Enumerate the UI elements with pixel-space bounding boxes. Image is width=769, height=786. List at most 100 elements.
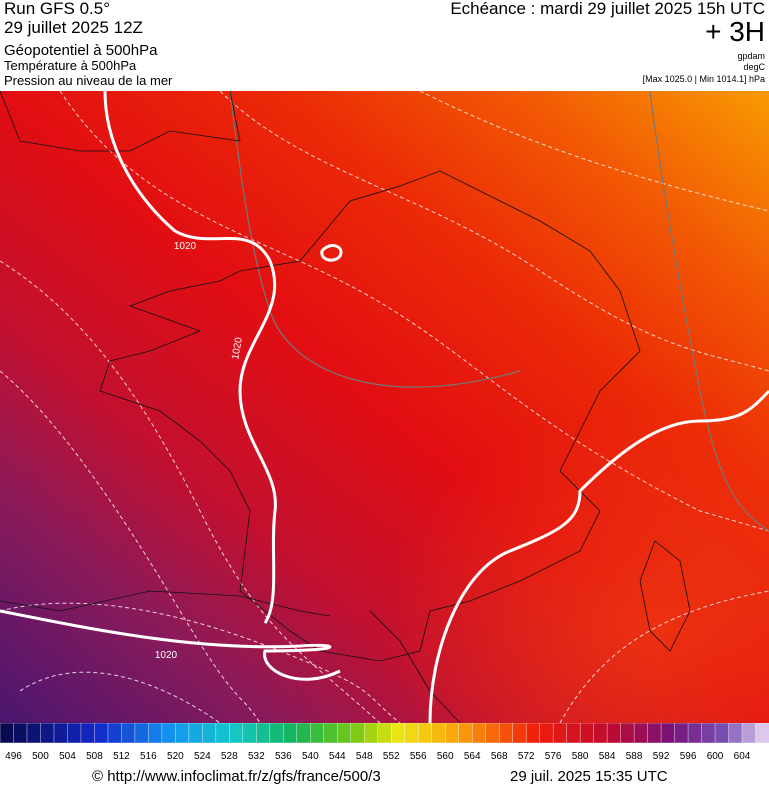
- map: 1020 1020 1020: [0, 91, 769, 723]
- isobars: [0, 91, 769, 723]
- color-swatch: [741, 723, 757, 744]
- color-swatch: [67, 723, 82, 744]
- colorbar-label: 596: [680, 751, 697, 762]
- colorbar-label: 604: [734, 751, 751, 762]
- color-swatch: [13, 723, 28, 744]
- color-swatch: [283, 723, 298, 744]
- lead-time: + 3H: [705, 16, 765, 47]
- color-swatch: [579, 723, 595, 744]
- color-swatch: [566, 723, 581, 744]
- color-swatch: [53, 723, 69, 744]
- color-swatch: [256, 723, 271, 744]
- color-swatch: [26, 723, 42, 744]
- color-swatch: [310, 723, 325, 744]
- colorbar-label: 512: [113, 751, 130, 762]
- color-swatch: [391, 723, 406, 744]
- colorbar-label: 520: [167, 751, 184, 762]
- color-swatch: [80, 723, 96, 744]
- isobar-label: 1020: [174, 241, 197, 252]
- color-swatch: [485, 723, 500, 744]
- colorbar-label: 580: [572, 751, 589, 762]
- color-swatch: [175, 723, 190, 744]
- colorbar-label: 592: [653, 751, 670, 762]
- color-swatch: [121, 723, 136, 744]
- field-name: Température à 500hPa: [4, 58, 137, 73]
- temperature-contours: [0, 91, 769, 723]
- color-swatch: [242, 723, 258, 744]
- colorbar-label: 572: [518, 751, 535, 762]
- coastlines: [0, 91, 691, 723]
- colorbar-label: 528: [221, 751, 238, 762]
- colorbar-label: 524: [194, 751, 211, 762]
- forecast-time: Echéance : mardi 29 juillet 2025 15h UTC: [450, 0, 765, 18]
- color-swatch: [445, 723, 460, 744]
- colorbar-label: 536: [275, 751, 292, 762]
- color-swatch: [350, 723, 365, 744]
- color-swatch: [364, 723, 379, 744]
- colorbar-label: 600: [707, 751, 724, 762]
- timestamp: 29 juil. 2025 15:35 UTC: [510, 768, 668, 785]
- color-swatch: [593, 723, 608, 744]
- field-name: Pression au niveau de la mer: [4, 73, 173, 88]
- color-swatch: [660, 723, 676, 744]
- unit-label: degC: [743, 62, 765, 72]
- color-swatch: [647, 723, 662, 744]
- color-swatch: [337, 723, 352, 744]
- color-swatch: [0, 723, 15, 744]
- colorbar-label: 576: [545, 751, 562, 762]
- color-swatch: [94, 723, 109, 744]
- isobar-grey: [229, 91, 769, 532]
- color-swatch: [215, 723, 231, 744]
- colorbar-label: 560: [437, 751, 454, 762]
- color-swatch: [404, 723, 419, 744]
- color-swatch: [40, 723, 55, 744]
- colorbar-label: 500: [32, 751, 49, 762]
- color-swatch: [674, 723, 689, 744]
- colorbar-label: 564: [464, 751, 481, 762]
- field-name: Géopotentiel à 500hPa: [4, 42, 158, 59]
- isobar-label: 1020: [230, 336, 245, 360]
- colorbar-label: 516: [140, 751, 157, 762]
- colorbar-label: 508: [86, 751, 103, 762]
- color-swatch: [633, 723, 649, 744]
- color-swatch: [687, 723, 703, 744]
- colorbar-label: 504: [59, 751, 76, 762]
- colorbar-label: 568: [491, 751, 508, 762]
- colorbar-label: 584: [599, 751, 616, 762]
- color-swatch: [498, 723, 514, 744]
- color-swatch: [134, 723, 150, 744]
- colorbar-label: 544: [329, 751, 346, 762]
- color-swatch: [701, 723, 716, 744]
- colorbar-label: 532: [248, 751, 265, 762]
- color-swatch: [107, 723, 123, 744]
- source-link: © http://www.infoclimat.fr/z/gfs/france/…: [92, 768, 381, 785]
- color-swatch: [161, 723, 177, 744]
- color-swatch: [431, 723, 446, 744]
- color-swatch: [714, 723, 730, 744]
- field-shading: [0, 91, 769, 723]
- colorbar-label: 540: [302, 751, 319, 762]
- unit-label: gpdam: [737, 51, 765, 61]
- color-swatch: [552, 723, 568, 744]
- color-swatch: [458, 723, 473, 744]
- color-swatch: [606, 723, 622, 744]
- color-swatch: [296, 723, 311, 744]
- colorbar-label: 496: [5, 751, 22, 762]
- color-swatch: [229, 723, 244, 744]
- colorbar-label: 588: [626, 751, 643, 762]
- run-date: 29 juillet 2025 12Z: [4, 18, 143, 37]
- color-swatch: [471, 723, 487, 744]
- color-swatch: [269, 723, 285, 744]
- colorbar-label: 548: [356, 751, 373, 762]
- color-swatch: [620, 723, 635, 744]
- colorbar: 496 500 504 508 512 516 520 524 528 532 536 540 544 5…: [0, 723, 769, 762]
- colorbar-label: 556: [410, 751, 427, 762]
- color-swatch: [202, 723, 217, 744]
- color-swatch: [323, 723, 338, 744]
- pressure-range: [Max 1025.0 | Min 1014.1] hPa: [642, 74, 765, 84]
- color-swatch: [512, 723, 527, 744]
- color-swatch: [418, 723, 433, 744]
- color-swatch: [755, 723, 769, 744]
- color-swatch: [525, 723, 541, 744]
